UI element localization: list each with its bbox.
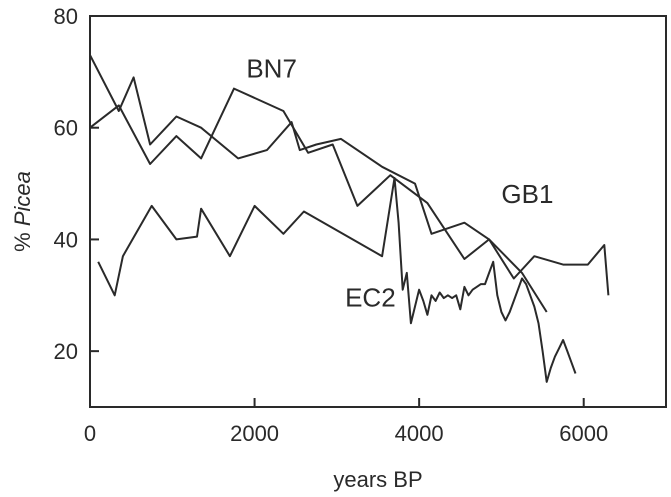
y-tick-label: 20 xyxy=(54,339,78,364)
y-axis-label: % Picea xyxy=(10,171,35,252)
plot-frame xyxy=(89,15,667,408)
series-label-bn7: BN7 xyxy=(246,53,297,83)
series-label-gb1: GB1 xyxy=(501,179,553,209)
axes: 0 2000 4000 6000 20 40 60 80 xyxy=(54,4,667,446)
x-axis-label: years BP xyxy=(333,467,422,492)
series-layer xyxy=(89,54,610,383)
y-tick-label: 60 xyxy=(54,116,78,141)
x-tick-label: 2000 xyxy=(230,421,279,446)
labels-layer: BN7 GB1 EC2 xyxy=(246,53,553,312)
y-axis-label-italic: Picea xyxy=(10,171,35,226)
series-line-ec2 xyxy=(97,177,577,383)
y-tick-label: 40 xyxy=(54,227,78,252)
series-line-gb1 xyxy=(89,87,610,296)
y-tick-label: 80 xyxy=(54,4,78,29)
series-label-ec2: EC2 xyxy=(345,282,396,312)
y-axis-label-prefix: % xyxy=(10,226,35,252)
series-line-bn7 xyxy=(89,54,548,313)
x-tick-label: 6000 xyxy=(559,421,608,446)
x-tick-label: 0 xyxy=(84,421,96,446)
x-tick-label: 4000 xyxy=(395,421,444,446)
